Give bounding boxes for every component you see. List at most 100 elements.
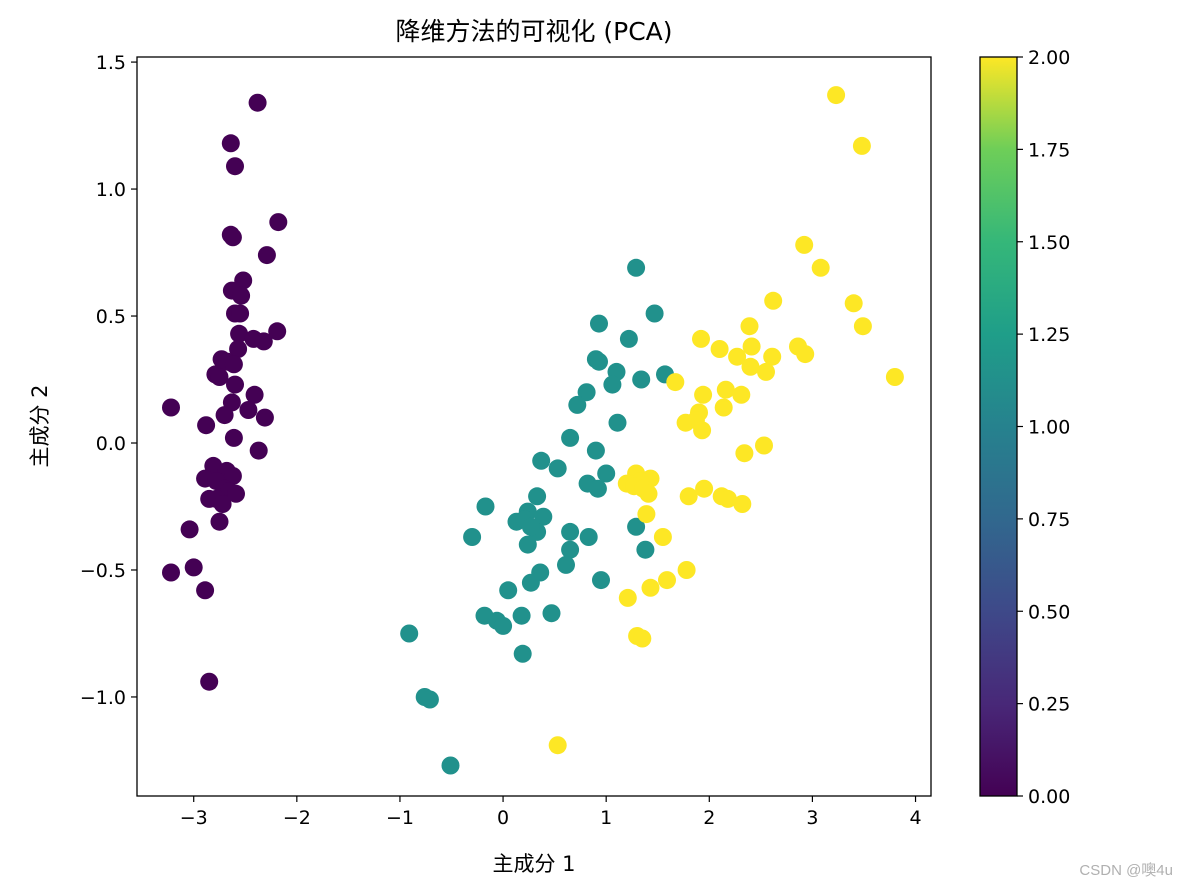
data-point [608, 413, 627, 432]
data-point [853, 317, 872, 336]
data-point [588, 479, 607, 498]
data-point [518, 535, 537, 554]
data-point [637, 505, 656, 524]
data-point [231, 304, 250, 323]
data-point [755, 436, 773, 455]
data-point [740, 317, 759, 336]
data-point [223, 467, 242, 485]
x-tick-label: 0 [497, 807, 509, 829]
data-point [213, 495, 232, 513]
data-point [215, 406, 234, 425]
data-point [162, 563, 180, 582]
data-point [248, 93, 267, 112]
data-point [636, 540, 655, 559]
data-point [577, 383, 596, 402]
data-point [548, 736, 567, 755]
data-point [257, 246, 276, 265]
data-point [232, 286, 251, 305]
data-point [627, 258, 646, 277]
x-tick-label: 1 [600, 807, 612, 829]
data-point [852, 136, 871, 155]
data-point [619, 329, 638, 348]
data-point [590, 352, 608, 371]
data-point [269, 213, 288, 232]
y-axis-ticks: −1.0 −0.5 0.0 0.5 1.0 1.5 [80, 52, 137, 709]
data-point [420, 690, 439, 709]
colorbar-tick-label: 1.25 [1028, 324, 1070, 346]
data-point [710, 340, 729, 358]
y-tick-label: 1.5 [96, 52, 126, 74]
data-point [223, 228, 242, 247]
data-point [733, 495, 752, 513]
data-point [693, 421, 712, 440]
data-point [561, 522, 580, 541]
data-point [441, 756, 460, 775]
colorbar-tick-label: 1.75 [1028, 139, 1070, 161]
data-point [677, 561, 696, 579]
data-point [521, 573, 540, 592]
colorbar [979, 56, 1018, 797]
x-tick-label: 3 [806, 807, 818, 829]
colorbar-tick-label: 0.50 [1028, 601, 1070, 623]
data-point [603, 375, 622, 394]
data-point [645, 304, 664, 323]
data-point [513, 644, 532, 663]
data-point [714, 398, 733, 417]
data-point [499, 581, 518, 600]
data-point [521, 517, 540, 536]
x-tick-label: −1 [386, 807, 414, 829]
data-point [735, 444, 754, 463]
data-point [653, 528, 672, 546]
data-point [528, 487, 547, 506]
colorbar-ticks: 0.00 0.25 0.50 0.75 1.00 1.25 1.50 1.75 2.00 [1017, 47, 1070, 808]
colorbar-tick-label: 2.00 [1028, 47, 1070, 69]
data-point [197, 416, 216, 435]
data-point [579, 528, 598, 546]
data-point [221, 134, 240, 153]
data-point [728, 347, 747, 366]
data-point [757, 362, 775, 381]
data-point [592, 571, 610, 590]
data-point [561, 540, 580, 559]
colorbar-tick-label: 1.00 [1028, 417, 1070, 439]
data-point [796, 345, 815, 364]
plot-frame [136, 56, 932, 797]
data-point [741, 357, 760, 376]
watermark: CSDN @噢4u [1079, 862, 1173, 879]
data-point [633, 629, 652, 648]
data-point [764, 291, 783, 310]
data-point [844, 294, 863, 313]
x-tick-label: 4 [909, 807, 921, 829]
data-point [627, 517, 646, 536]
data-point [239, 401, 258, 419]
data-point [226, 375, 244, 394]
data-point [639, 484, 658, 503]
data-point [476, 497, 495, 516]
data-point [200, 672, 219, 691]
data-point [254, 332, 273, 351]
data-point [532, 451, 551, 470]
data-point [210, 512, 229, 531]
data-point [827, 86, 846, 105]
data-point [463, 528, 482, 546]
data-point [557, 555, 575, 574]
data-point [676, 413, 695, 432]
data-point [534, 507, 553, 526]
data-point [811, 258, 830, 277]
data-point [742, 337, 761, 356]
data-point [679, 487, 698, 506]
y-tick-label: 0.0 [96, 433, 126, 455]
y-tick-label: 0.5 [96, 306, 126, 328]
x-tick-label: 2 [703, 807, 715, 829]
data-point [763, 347, 782, 366]
data-point [255, 408, 274, 427]
data-point [590, 314, 608, 333]
data-point [586, 441, 605, 460]
x-tick-label: −2 [283, 807, 311, 829]
data-point [400, 624, 419, 643]
colorbar-tick-label: 0.25 [1028, 694, 1070, 716]
data-point [226, 157, 244, 176]
y-axis-label: 主成分 2 [28, 384, 52, 467]
data-point [694, 385, 713, 404]
